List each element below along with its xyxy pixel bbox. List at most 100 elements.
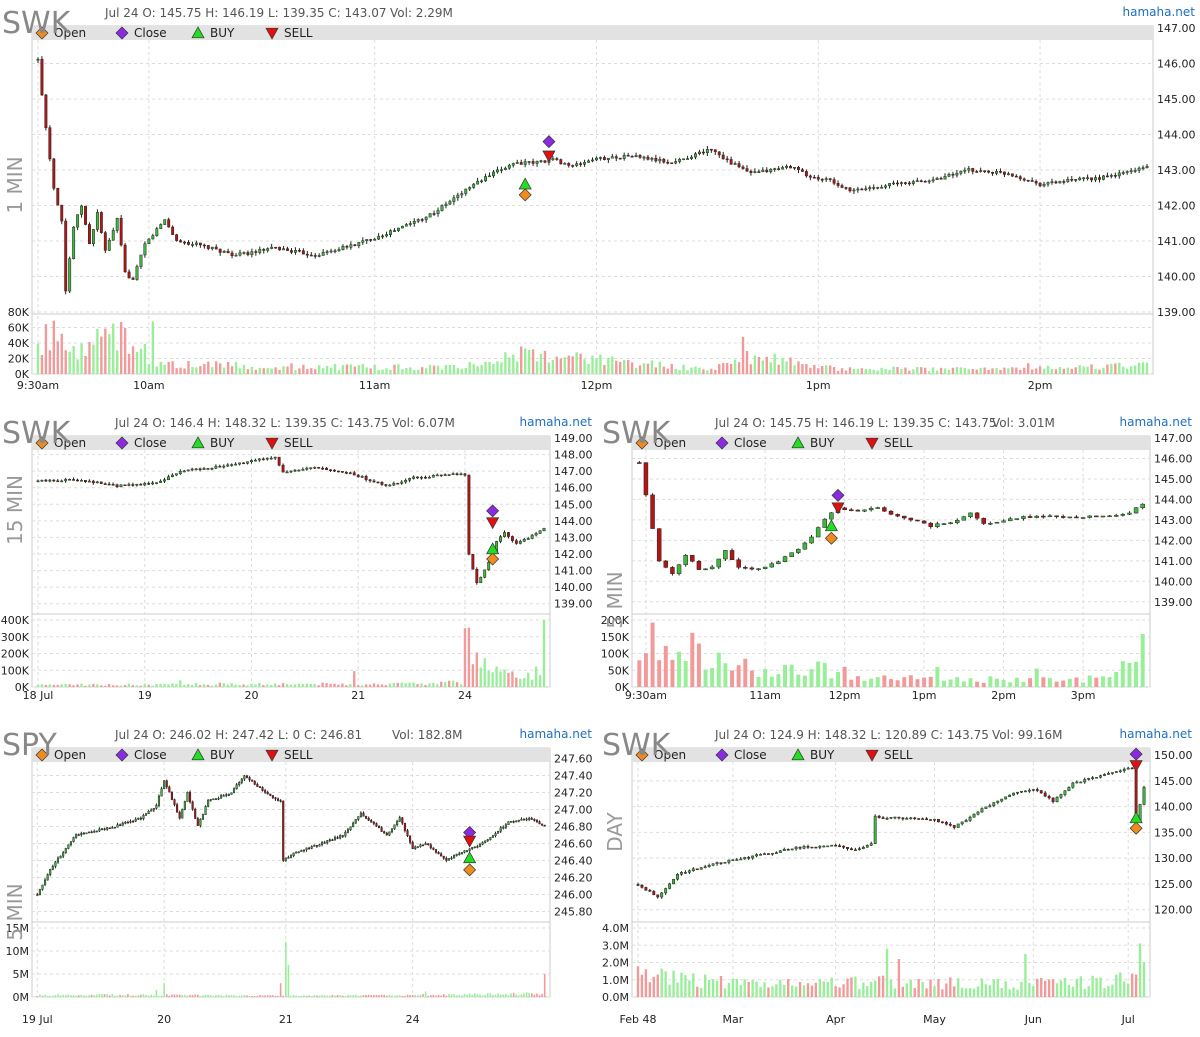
volume-bar bbox=[789, 357, 792, 374]
volume-bar bbox=[901, 986, 905, 997]
candle-body bbox=[496, 169, 499, 173]
volume-bar bbox=[862, 982, 865, 997]
volume-bar bbox=[511, 671, 514, 687]
candle-body bbox=[214, 246, 218, 250]
candle-body bbox=[1000, 798, 1004, 802]
candle-body bbox=[723, 550, 728, 560]
volume-bar bbox=[909, 979, 912, 997]
candle-body bbox=[1051, 797, 1055, 802]
candle-body bbox=[144, 813, 148, 816]
candle-body bbox=[658, 159, 662, 162]
candle-body bbox=[917, 818, 921, 820]
candle-body bbox=[664, 888, 668, 894]
candle-body bbox=[676, 874, 679, 880]
x-axis-label: 11am bbox=[749, 689, 780, 702]
volume-bar bbox=[487, 670, 490, 687]
candle-body bbox=[923, 181, 927, 183]
candle-body bbox=[206, 245, 210, 249]
hamaha-link[interactable]: hamaha.net bbox=[1120, 415, 1193, 429]
candle-body bbox=[41, 884, 44, 890]
candle-body bbox=[944, 822, 948, 825]
candle-body bbox=[921, 520, 927, 524]
volume-bar bbox=[777, 364, 780, 374]
candle-body bbox=[202, 468, 206, 470]
volume-bar bbox=[850, 977, 853, 997]
candle-body bbox=[64, 220, 68, 292]
candle-body bbox=[749, 567, 755, 570]
hamaha-link[interactable]: hamaha.net bbox=[1120, 727, 1193, 741]
candle-body bbox=[567, 163, 571, 166]
candle-body bbox=[467, 474, 471, 555]
price-tick-label: 147.00 bbox=[1157, 22, 1196, 35]
candle-body bbox=[290, 250, 293, 253]
volume-bar bbox=[666, 368, 669, 374]
volume-bar bbox=[360, 685, 364, 687]
hamaha-link[interactable]: hamaha.net bbox=[520, 415, 593, 429]
volume-bar bbox=[116, 995, 119, 997]
hamaha-link[interactable]: hamaha.net bbox=[1123, 5, 1196, 19]
hamaha-link[interactable]: hamaha.net bbox=[520, 727, 593, 741]
candle-body bbox=[404, 224, 408, 227]
candle-body bbox=[527, 161, 531, 163]
candle-body bbox=[1001, 520, 1006, 523]
volume-bar bbox=[119, 322, 123, 374]
candle-body bbox=[240, 778, 243, 783]
candle-body bbox=[143, 243, 147, 256]
candle-body bbox=[331, 839, 334, 841]
candle-body bbox=[471, 554, 475, 570]
volume-bar bbox=[135, 685, 138, 687]
candle-body bbox=[481, 842, 484, 845]
volume-bar bbox=[46, 995, 49, 997]
candle-body bbox=[80, 480, 83, 482]
volume-bar bbox=[159, 361, 162, 374]
volume-bar bbox=[674, 368, 677, 374]
candle-body bbox=[242, 462, 245, 465]
candle-body bbox=[352, 822, 355, 828]
volume-bar bbox=[282, 366, 285, 374]
volume-bar bbox=[967, 369, 970, 374]
price-tick-label: 143.00 bbox=[1157, 164, 1196, 177]
volume-bar bbox=[167, 361, 170, 374]
volume-bar bbox=[714, 369, 717, 374]
candle-body bbox=[484, 176, 487, 182]
candle-body bbox=[830, 844, 834, 847]
volume-bar bbox=[677, 651, 682, 687]
candle-body bbox=[76, 214, 80, 228]
volume-bar bbox=[225, 994, 228, 997]
volume-bar bbox=[1034, 668, 1039, 687]
volume-bar bbox=[80, 994, 83, 997]
volume-bar bbox=[937, 978, 940, 997]
candle-body bbox=[881, 817, 885, 819]
volume-bar bbox=[234, 361, 238, 374]
volume-bar bbox=[1003, 367, 1006, 374]
candle-body bbox=[535, 820, 538, 822]
volume-bar bbox=[163, 983, 165, 997]
volume-bar bbox=[44, 324, 48, 374]
candle-body bbox=[36, 480, 40, 483]
candle-body bbox=[872, 187, 876, 189]
candle-body bbox=[194, 808, 197, 819]
volume-bar bbox=[313, 995, 316, 997]
candle-body bbox=[810, 846, 814, 849]
volume-bar bbox=[321, 368, 325, 374]
volume-bar bbox=[333, 683, 336, 687]
volume-bar bbox=[432, 682, 435, 687]
volume-bar bbox=[955, 677, 960, 687]
x-axis-label: 19 Jul bbox=[22, 1013, 53, 1026]
candle-body bbox=[357, 816, 360, 820]
candle-body bbox=[262, 249, 266, 251]
volume-bar bbox=[988, 985, 992, 997]
volume-bar bbox=[293, 684, 297, 687]
candle-body bbox=[860, 188, 864, 191]
volume-bar bbox=[773, 353, 776, 374]
volume-bar bbox=[749, 670, 754, 687]
volume-bar bbox=[323, 995, 326, 997]
legend-sell-label: SELL bbox=[284, 748, 313, 762]
volume-bar bbox=[195, 367, 198, 374]
volume-bar bbox=[230, 683, 233, 687]
candle-body bbox=[709, 566, 715, 570]
candle-body bbox=[165, 780, 168, 788]
candle-body bbox=[928, 522, 933, 527]
candle-body bbox=[439, 474, 443, 477]
candle-body bbox=[151, 235, 155, 240]
